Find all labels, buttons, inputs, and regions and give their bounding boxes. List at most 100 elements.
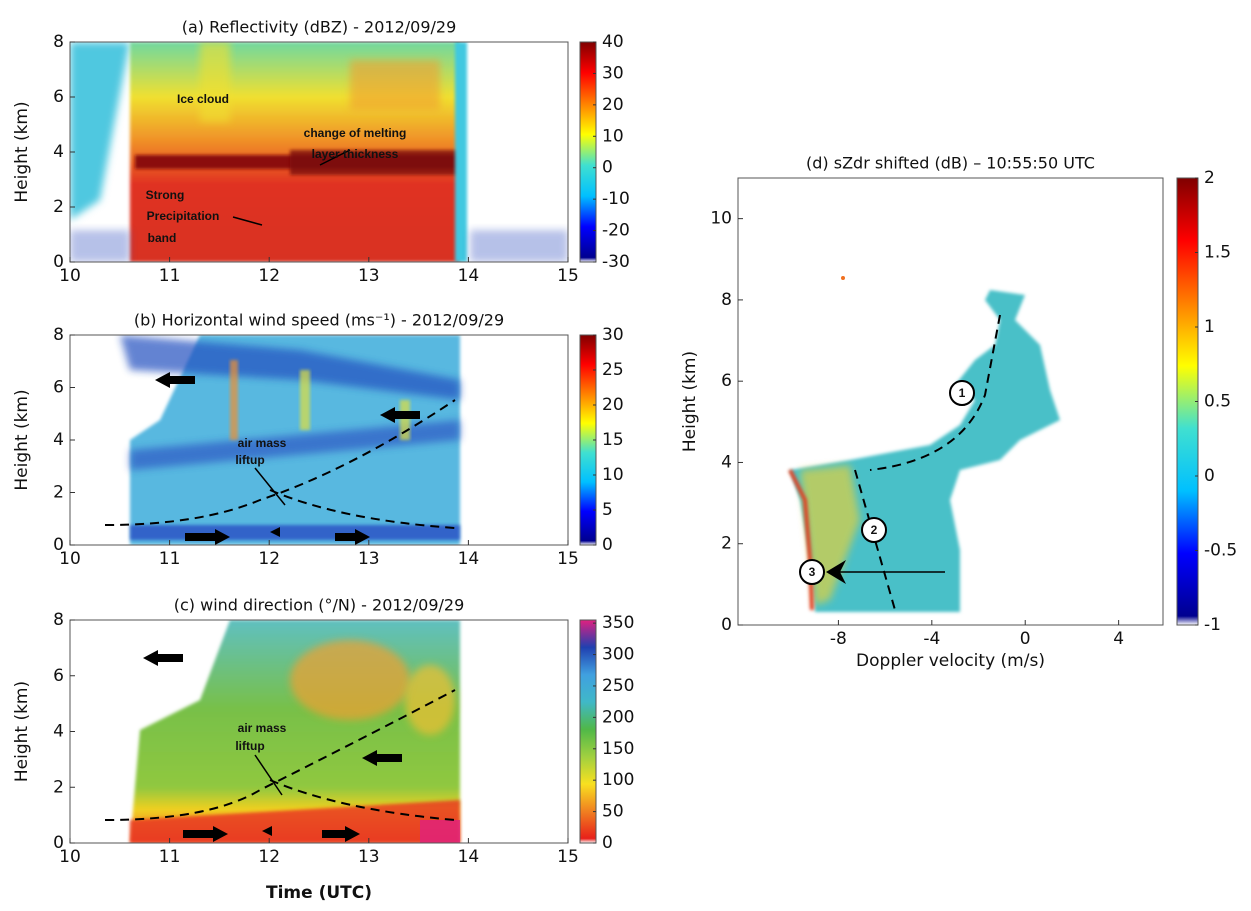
- y-axis-label: Height (km): [12, 101, 32, 202]
- x-tick-label: 14: [458, 847, 480, 867]
- colorbar-tick-label: -20: [602, 221, 630, 241]
- y-tick-label: 8: [721, 290, 732, 310]
- annotation: Precipitation: [147, 209, 220, 223]
- annotation-circle: [949, 380, 975, 406]
- y-tick-label: 6: [721, 371, 732, 391]
- x-tick-label: 12: [258, 847, 280, 867]
- x-tick-label: 15: [557, 847, 579, 867]
- colorbar-tick-label: 30: [602, 63, 624, 83]
- colorbar-tick-label: 15: [602, 430, 624, 450]
- x-tick-label: 14: [458, 549, 480, 569]
- colorbar-tick-label: 200: [602, 707, 634, 727]
- y-tick-label: 0: [53, 252, 64, 272]
- y-tick-label: 6: [53, 87, 64, 107]
- colorbar-tick-label: -1: [1204, 615, 1221, 635]
- colorbar-tick-label: 50: [602, 802, 624, 822]
- y-tick-label: 4: [53, 722, 64, 742]
- annotation: Ice cloud: [177, 92, 229, 106]
- x-tick-label: 13: [358, 549, 380, 569]
- colorbar-tick-label: 30: [602, 325, 624, 345]
- y-tick-label: 4: [721, 452, 732, 472]
- x-tick-label: 13: [358, 847, 380, 867]
- x-tick-label: 10: [59, 549, 81, 569]
- colorbar: [579, 41, 597, 263]
- y-tick-label: 2: [53, 777, 64, 797]
- colorbar-tick-label: 300: [602, 645, 634, 665]
- raster-c: [70, 620, 460, 843]
- y-tick-label: 8: [53, 32, 64, 52]
- panel-title: (c) wind direction (°/N) - 2012/09/29: [174, 596, 465, 615]
- colorbar-tick-label: -0.5: [1204, 541, 1237, 561]
- colorbar-tick-label: 0: [602, 535, 613, 555]
- x-tick-label: 0: [1020, 629, 1031, 649]
- panel-title: (d) sZdr shifted (dB) – 10:55:50 UTC: [806, 154, 1095, 173]
- y-axis-label: Height (km): [680, 351, 700, 452]
- annotation: air mass: [238, 721, 287, 735]
- colorbar-tick-label: 25: [602, 360, 624, 380]
- colorbar-tick-label: 0: [602, 833, 613, 853]
- y-tick-label: 6: [53, 666, 64, 686]
- x-tick-label: 10: [59, 847, 81, 867]
- y-tick-label: 2: [721, 534, 732, 554]
- y-tick-label: 0: [53, 535, 64, 555]
- annotation: 3: [809, 565, 816, 579]
- annotation: air mass: [238, 436, 287, 450]
- x-tick-label: 4: [1113, 629, 1124, 649]
- annotation: band: [148, 231, 177, 245]
- colorbar-tick-label: 10: [602, 126, 624, 146]
- colorbar: [1176, 177, 1199, 626]
- annotation-circle: [861, 517, 887, 543]
- plot-frame: [737, 177, 1164, 626]
- annotation: change of melting: [304, 126, 407, 140]
- colorbar-tick-label: 350: [602, 613, 634, 633]
- y-tick-label: 2: [53, 483, 64, 503]
- raster-d: [788, 276, 1060, 612]
- x-axis-label: Time (UTC): [266, 883, 372, 903]
- colorbar: [579, 619, 597, 844]
- x-tick-label: -4: [923, 629, 940, 649]
- y-tick-label: 8: [53, 325, 64, 345]
- colorbar-tick-label: 1: [1204, 317, 1215, 337]
- raster-a: [70, 42, 568, 262]
- colorbar-tick-label: 0.5: [1204, 392, 1231, 412]
- colorbar-tick-label: 40: [602, 32, 624, 52]
- y-tick-label: 6: [53, 378, 64, 398]
- x-tick-label: 14: [458, 266, 480, 286]
- y-tick-label: 8: [53, 610, 64, 630]
- x-tick-label: 12: [258, 266, 280, 286]
- colorbar-tick-label: 250: [602, 676, 634, 696]
- colorbar-tick-label: 100: [602, 770, 634, 790]
- x-tick-label: 10: [59, 266, 81, 286]
- colorbar-tick-label: 1.5: [1204, 243, 1231, 263]
- panel-title: (a) Reflectivity (dBZ) - 2012/09/29: [182, 18, 457, 37]
- arrows: [143, 372, 846, 842]
- raster-b: [70, 335, 460, 545]
- annotation: liftup: [235, 739, 264, 753]
- y-tick-label: 0: [53, 833, 64, 853]
- annotation: 1: [959, 386, 966, 400]
- y-tick-label: 10: [710, 209, 732, 229]
- y-tick-label: 2: [53, 197, 64, 217]
- annotation: 2: [871, 523, 878, 537]
- colorbar-tick-label: 5: [602, 500, 613, 520]
- annotation: layer thickness: [312, 147, 399, 161]
- colorbar-tick-label: 2: [1204, 168, 1215, 188]
- x-axis-label: Doppler velocity (m/s): [856, 651, 1045, 671]
- colorbar-tick-label: 20: [602, 95, 624, 115]
- colorbar-tick-label: -10: [602, 189, 630, 209]
- colorbar-tick-label: 20: [602, 395, 624, 415]
- panel-title: (b) Horizontal wind speed (ms⁻¹) - 2012/…: [134, 311, 504, 330]
- y-tick-label: 0: [721, 615, 732, 635]
- colorbar-tick-label: 0: [602, 158, 613, 178]
- colorbar-tick-label: 0: [1204, 466, 1215, 486]
- colorbar-tick-label: 150: [602, 739, 634, 759]
- y-tick-label: 4: [53, 430, 64, 450]
- y-axis-label: Height (km): [12, 681, 32, 782]
- x-tick-label: 15: [557, 549, 579, 569]
- x-tick-label: -8: [830, 629, 847, 649]
- x-tick-label: 11: [159, 847, 181, 867]
- x-tick-label: 11: [159, 266, 181, 286]
- colorbar-tick-label: -30: [602, 252, 630, 272]
- annotation: Strong: [146, 188, 185, 202]
